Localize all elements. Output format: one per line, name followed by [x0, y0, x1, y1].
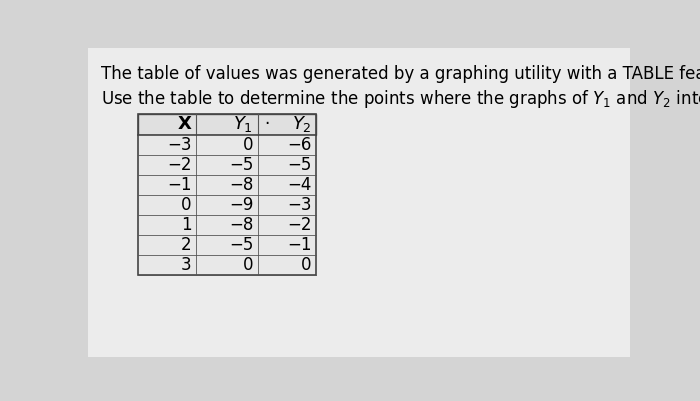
Text: −4: −4 — [287, 176, 312, 194]
Text: −8: −8 — [229, 176, 253, 194]
Text: 1: 1 — [181, 216, 191, 234]
Text: −5: −5 — [287, 156, 312, 174]
Text: −3: −3 — [287, 196, 312, 214]
Bar — [138, 215, 316, 235]
Bar — [138, 255, 316, 275]
Text: −2: −2 — [287, 216, 312, 234]
Text: 3: 3 — [181, 256, 191, 274]
Text: 0: 0 — [181, 196, 191, 214]
Bar — [138, 175, 316, 195]
Text: −9: −9 — [229, 196, 253, 214]
Text: −5: −5 — [229, 156, 253, 174]
Text: ·: · — [264, 115, 270, 134]
Bar — [138, 195, 316, 215]
Text: −5: −5 — [229, 236, 253, 254]
Text: 0: 0 — [243, 256, 253, 274]
Text: The table of values was generated by a graphing utility with a TABLE feature.: The table of values was generated by a g… — [102, 65, 700, 83]
Text: −3: −3 — [167, 136, 191, 154]
Text: $Y_2$: $Y_2$ — [292, 114, 312, 134]
Text: −1: −1 — [167, 176, 191, 194]
Text: −6: −6 — [287, 136, 312, 154]
Text: 2: 2 — [181, 236, 191, 254]
Text: −8: −8 — [229, 216, 253, 234]
Bar — [138, 155, 316, 175]
Text: 0: 0 — [301, 256, 312, 274]
Bar — [138, 113, 316, 275]
Text: Use the table to determine the points where the graphs of $Y_1$ and $Y_2$ inters: Use the table to determine the points wh… — [102, 88, 700, 110]
Bar — [138, 135, 316, 155]
Bar — [138, 113, 316, 135]
Bar — [138, 235, 316, 255]
Text: $Y_1$: $Y_1$ — [234, 114, 253, 134]
Text: −2: −2 — [167, 156, 191, 174]
Text: −1: −1 — [287, 236, 312, 254]
Text: X: X — [178, 115, 191, 134]
Text: 0: 0 — [243, 136, 253, 154]
